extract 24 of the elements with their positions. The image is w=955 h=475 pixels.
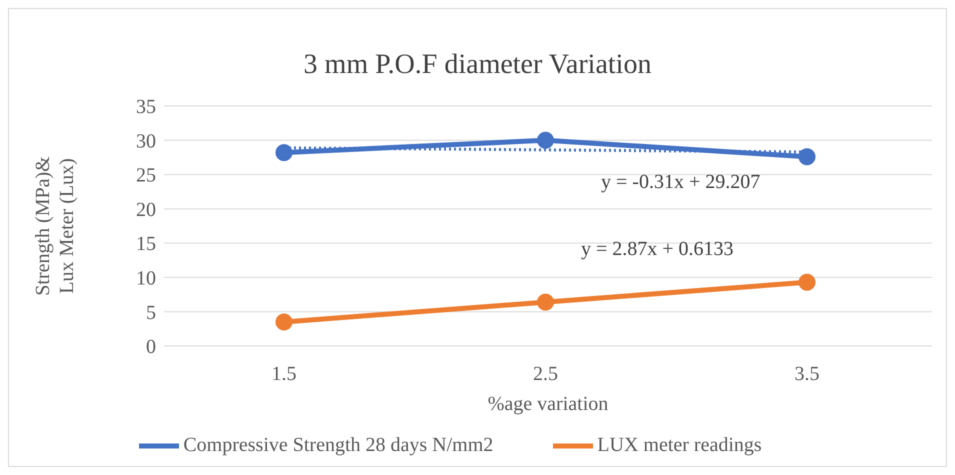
y-tick-label: 10 (136, 268, 156, 290)
point (276, 314, 292, 330)
chart-title: 3 mm P.O.F diameter Variation (302, 49, 652, 81)
y-tick-label: 25 (136, 164, 156, 187)
y-tick-label: 30 (136, 130, 156, 152)
y-tick-label: 35 (136, 96, 156, 118)
x-axis-title: %age variation (488, 393, 608, 415)
y-axis-title: Strength (MPa)& Lux Meter (Lux) (32, 156, 78, 296)
point (798, 148, 816, 166)
x-tick-label: 3.5 (794, 363, 820, 386)
legend-label: Compressive Strength 28 days N/mm2 (183, 434, 494, 456)
point (537, 294, 554, 311)
point (537, 132, 554, 149)
x-tick-label: 2.5 (533, 363, 558, 386)
annotation: y = -0.31x + 29.207 (601, 171, 760, 194)
y-tick-label: 0 (146, 336, 156, 358)
y-tick-label: 20 (136, 198, 156, 221)
point (276, 144, 292, 162)
legend-label: LUX meter readings (597, 434, 762, 456)
point (798, 274, 816, 291)
x-tick-label: 1.5 (272, 363, 296, 386)
y-tick-label: 15 (136, 233, 156, 256)
y-tick-label: 5 (146, 302, 156, 324)
annotation: y = 2.87x + 0.6133 (581, 238, 734, 261)
